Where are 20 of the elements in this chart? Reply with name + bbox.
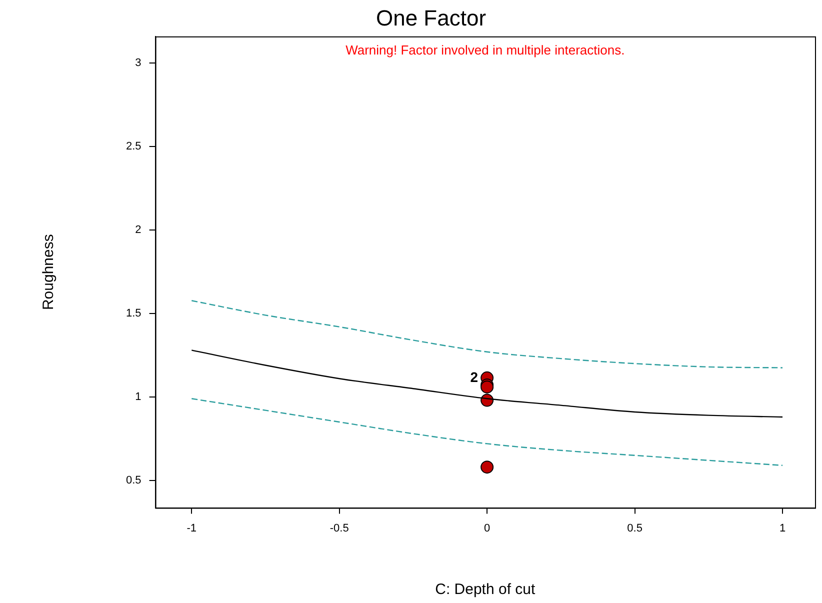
y-tick-label: 2.5	[126, 140, 142, 153]
line-series	[191, 398, 784, 466]
x-tick-label: 0	[484, 522, 490, 534]
x-tick-label: 0.5	[627, 522, 642, 534]
line-series	[191, 300, 784, 368]
chart-title: One Factor	[376, 5, 486, 30]
x-tick-label: -1	[186, 522, 197, 534]
x-tick-label: -0.5	[330, 522, 349, 534]
point	[480, 460, 494, 474]
line-series	[191, 350, 784, 418]
y-tick-label: 0.5	[126, 474, 142, 486]
y-tick-label: 3	[135, 57, 142, 70]
annotation: 2	[470, 368, 478, 385]
annotation: Warning! Factor involved in multiple interactions.	[346, 42, 625, 58]
x-axis-title: C: Depth of cut	[435, 581, 536, 598]
y-tick-label: 2	[135, 224, 142, 236]
y-axis-title: Roughness	[40, 234, 58, 310]
y-tick-label: 1.5	[126, 308, 142, 320]
y-tick-label: 1	[135, 390, 142, 403]
x-tick-label: 1	[779, 522, 786, 534]
